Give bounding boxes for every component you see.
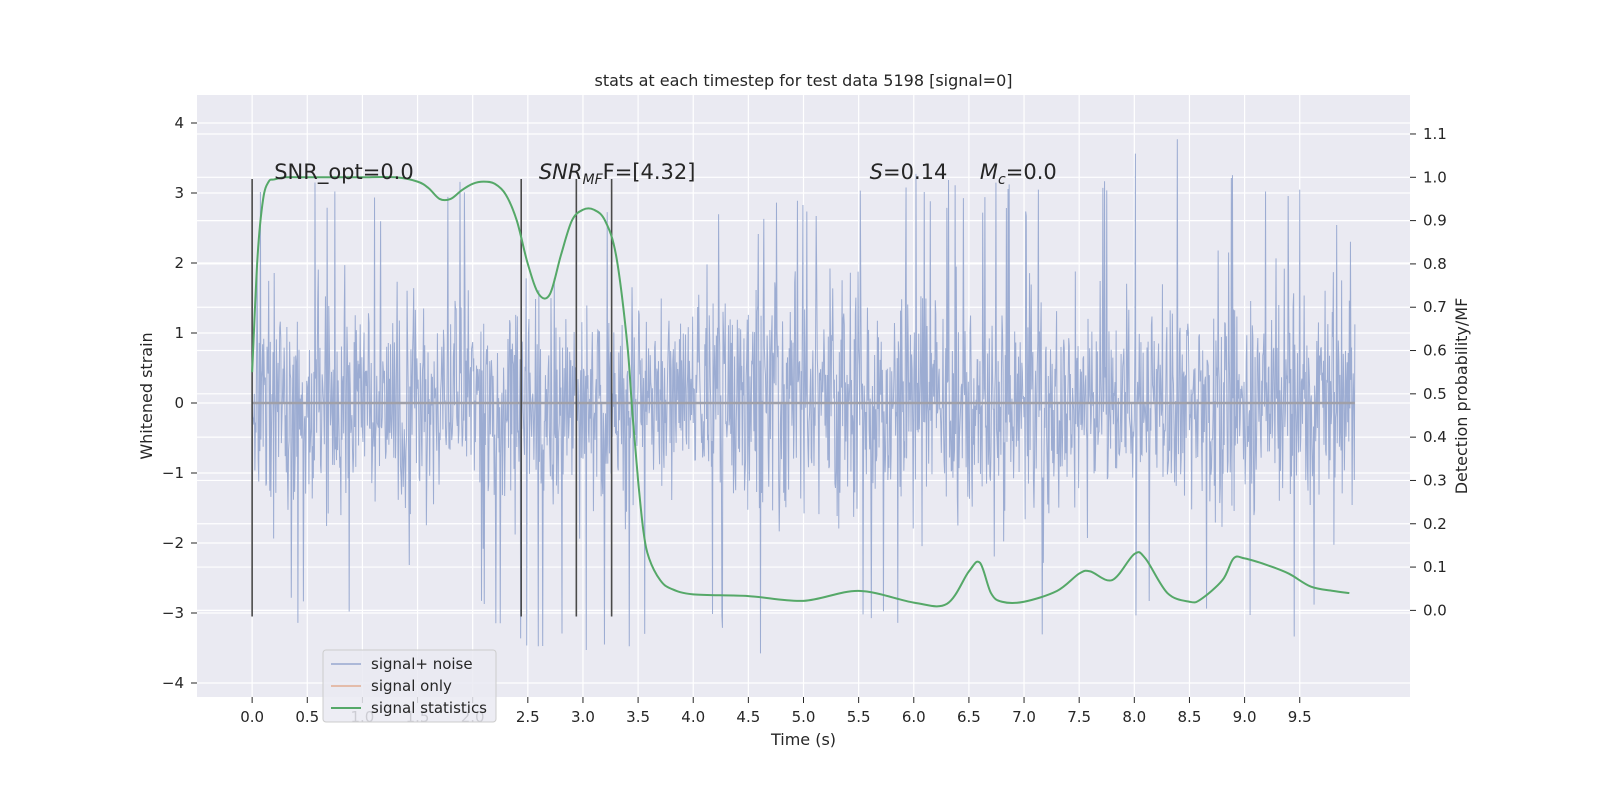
y-right-tick-label: 0.4 [1423, 428, 1447, 446]
y-tick-label: 1 [174, 324, 184, 342]
x-tick-label: 4.0 [681, 708, 705, 726]
x-tick-label: 8.0 [1122, 708, 1146, 726]
x-tick-label: 8.5 [1178, 708, 1202, 726]
vertical-markers [251, 179, 613, 617]
y-right-tick-label: 0.6 [1423, 342, 1447, 360]
y-right-tick-label: 0.8 [1423, 255, 1447, 273]
y-tick-label: 4 [174, 114, 184, 132]
x-tick-label: 3.5 [626, 708, 650, 726]
y-right-tick-label: 0.1 [1423, 558, 1447, 576]
y-right-tick-label: 0.3 [1423, 471, 1447, 489]
y-axis-right-label: Detection probability/MF [1452, 298, 1471, 495]
y-right-tick-label: 1.1 [1423, 125, 1447, 143]
y-right-tick-label: 0.9 [1423, 212, 1447, 230]
x-tick-label: 0.5 [295, 708, 319, 726]
x-tick-label: 5.0 [792, 708, 816, 726]
annotations: SNR_opt=0.0 SNRMFF=[4.32] S=0.14 Mc=0.0 [274, 160, 1057, 188]
annotation-snr_mf: SNRMFF=[4.32] [539, 160, 696, 188]
y-right-tick-label: 1.0 [1423, 168, 1447, 186]
legend: signal+ noise signal only signal statist… [322, 649, 497, 723]
x-tick-label: 7.5 [1067, 708, 1091, 726]
statistics-curve [251, 175, 1350, 608]
y-tick-label: 0 [174, 394, 184, 412]
y-tick-label: −1 [162, 464, 184, 482]
x-tick-label: 0.0 [240, 708, 264, 726]
x-tick-label: 4.5 [736, 708, 760, 726]
annotation-s: S=0.14 [870, 160, 948, 184]
y-tick-label: 3 [174, 184, 184, 202]
y-right-tick-label: 0.0 [1423, 601, 1447, 619]
x-axis-label: Time (s) [770, 730, 836, 749]
y-tick-label: −3 [162, 604, 184, 622]
y-tick-label: −4 [162, 674, 184, 692]
x-tick-label: 2.5 [516, 708, 540, 726]
y-tick-label: 2 [174, 254, 184, 272]
chart-title: stats at each timestep for test data 519… [594, 71, 1012, 90]
x-tick-label: 3.0 [571, 708, 595, 726]
legend-label-signal-only: signal only [371, 677, 452, 695]
y-right-tick-label: 0.2 [1423, 515, 1447, 533]
x-tick-label: 6.5 [957, 708, 981, 726]
y-axis-label: Whitened strain [137, 332, 156, 459]
annotation-snr_opt: SNR_opt=0.0 [274, 160, 414, 185]
y-right-tick-label: 0.5 [1423, 385, 1447, 403]
legend-label-signal-noise: signal+ noise [371, 655, 473, 673]
annotation-mc: Mc=0.0 [980, 160, 1057, 188]
y-tick-label: −2 [162, 534, 184, 552]
legend-label-signal-statistics: signal statistics [371, 699, 487, 717]
x-tick-label: 9.5 [1288, 708, 1312, 726]
x-tick-label: 9.0 [1233, 708, 1257, 726]
series-signal-statistics [251, 175, 1350, 608]
x-tick-label: 7.0 [1012, 708, 1036, 726]
legend-box [322, 649, 497, 723]
y-right-tick-label: 0.7 [1423, 298, 1447, 316]
x-tick-label: 6.0 [902, 708, 926, 726]
x-tick-label: 5.5 [847, 708, 871, 726]
